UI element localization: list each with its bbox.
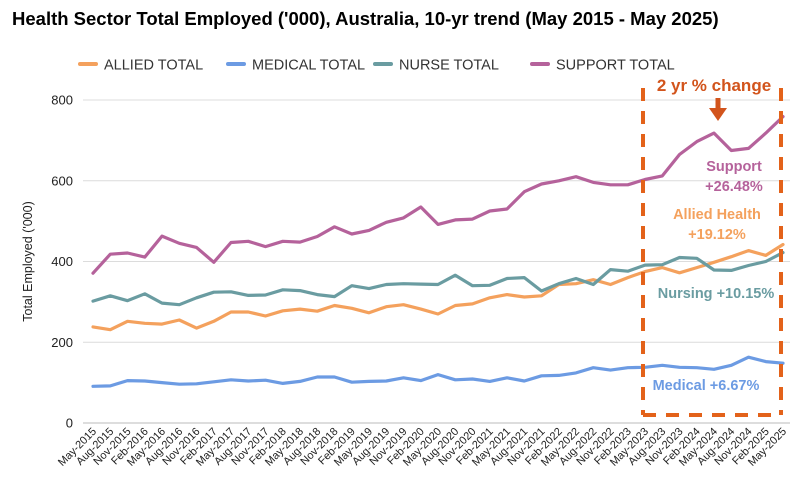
series-line-medical-total [91, 355, 785, 388]
annotation-medical: Medical +6.67% [653, 378, 760, 394]
highlight-region [641, 88, 783, 417]
down-arrow-head [709, 108, 727, 121]
annotation-allied-health-value: +19.12% [688, 227, 746, 243]
annotation-2yr-change: 2 yr % change [657, 76, 771, 95]
x-axis: May-2015Aug-2015Nov-2015Feb-2016May-2016… [56, 426, 789, 469]
annotation-support-value: +26.48% [705, 179, 763, 195]
y-axis: 0 200 400 600 800 Total Employed ('000) [21, 93, 73, 431]
annotation-allied-health: Allied Health [673, 207, 761, 223]
legend-label-nurse-total: NURSE TOTAL [399, 58, 499, 74]
y-tick-label: 400 [51, 254, 73, 269]
y-tick-label: 600 [51, 173, 73, 188]
legend-label-support-total: SUPPORT TOTAL [556, 58, 675, 74]
series-line-support-total [91, 114, 785, 275]
annotations: 2 yr % change Support +26.48% Allied Health… [653, 76, 775, 394]
y-tick-label: 200 [51, 335, 73, 350]
series-line-allied-total [91, 242, 785, 332]
y-axis-label: Total Employed ('000) [21, 201, 35, 322]
annotation-support: Support [706, 159, 762, 175]
legend-label-medical-total: MEDICAL TOTAL [252, 58, 365, 74]
legend: ALLIED TOTAL MEDICAL TOTAL NURSE TOTAL SUPP… [78, 58, 675, 74]
y-tick-label: 0 [66, 416, 73, 431]
y-tick-label: 800 [51, 93, 73, 108]
legend-label-allied-total: ALLIED TOTAL [104, 58, 203, 74]
series-line-nurse-total [91, 251, 785, 307]
annotation-nursing: Nursing +10.15% [658, 286, 775, 302]
chart-title: Health Sector Total Employed ('000), Aus… [12, 8, 719, 29]
series-lines [91, 114, 785, 388]
